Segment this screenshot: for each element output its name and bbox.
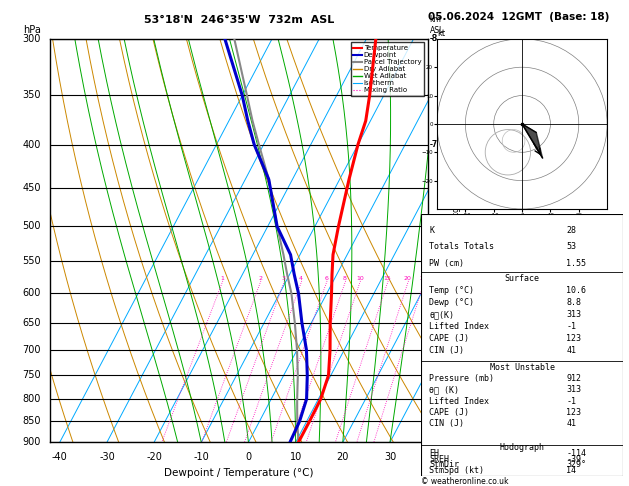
FancyBboxPatch shape [421,214,623,476]
Text: -7: -7 [430,140,438,149]
Text: -2: -2 [430,395,437,403]
Text: 6: 6 [325,276,328,281]
Polygon shape [522,124,542,158]
Text: CIN (J): CIN (J) [430,346,464,355]
Text: Totals Totals: Totals Totals [430,243,494,251]
Text: 900: 900 [23,437,41,447]
Text: 10: 10 [356,276,364,281]
Text: 05.06.2024  12GMT  (Base: 18): 05.06.2024 12GMT (Base: 18) [428,12,609,22]
Text: -1: -1 [566,397,576,406]
Text: Mixing Ratio (g/kg): Mixing Ratio (g/kg) [452,204,460,277]
Text: 3: 3 [282,276,286,281]
Text: CAPE (J): CAPE (J) [430,334,469,343]
Text: 313: 313 [566,310,581,319]
Text: Pressure (mb): Pressure (mb) [430,374,494,383]
Text: 20: 20 [404,276,412,281]
Text: -40: -40 [52,452,68,462]
Text: Hodograph: Hodograph [499,443,545,452]
Text: 123: 123 [566,334,581,343]
Text: 313: 313 [566,385,581,395]
Text: -4+: -4+ [430,289,443,298]
Text: 400: 400 [23,139,41,150]
Text: 350: 350 [23,90,41,101]
Text: 0: 0 [245,452,252,462]
Text: Lifted Index: Lifted Index [430,322,489,331]
Text: -3: -3 [430,346,438,354]
Text: 600: 600 [23,288,41,298]
Text: 750: 750 [22,370,41,381]
Text: 700: 700 [23,345,41,355]
Text: -6: -6 [430,222,438,231]
Text: 14: 14 [566,466,576,475]
Text: θᴀ(K): θᴀ(K) [430,310,455,319]
Text: 28: 28 [566,226,576,235]
Text: 8: 8 [343,276,347,281]
Text: Surface: Surface [504,274,540,283]
Text: 1.55: 1.55 [566,259,586,268]
Text: 25: 25 [420,276,428,281]
Text: 912: 912 [566,374,581,383]
Text: 10: 10 [289,452,302,462]
Text: Most Unstable: Most Unstable [489,363,555,372]
Text: © weatheronline.co.uk: © weatheronline.co.uk [421,477,509,486]
Text: -1LCL: -1LCL [430,438,453,447]
Text: 53°18'N  246°35'W  732m  ASL: 53°18'N 246°35'W 732m ASL [144,15,334,25]
Text: 10.6: 10.6 [566,286,586,295]
Text: 4: 4 [299,276,303,281]
Text: -2: -2 [430,395,438,403]
Text: Dewpoint / Temperature (°C): Dewpoint / Temperature (°C) [164,469,314,479]
Text: StmSpd (kt): StmSpd (kt) [430,466,484,475]
Text: 450: 450 [23,183,41,193]
Text: 2: 2 [258,276,262,281]
Text: EH: EH [430,449,440,458]
Text: hPa: hPa [23,25,41,35]
Text: Dewp (°C): Dewp (°C) [430,298,474,307]
Text: CAPE (J): CAPE (J) [430,408,469,417]
Text: Temp (°C): Temp (°C) [430,286,474,295]
Text: 41: 41 [566,346,576,355]
Text: -39: -39 [566,454,581,464]
Text: km
ASL: km ASL [430,16,444,35]
Text: 550: 550 [22,257,41,266]
Text: 650: 650 [23,318,41,328]
Text: 15: 15 [384,276,391,281]
Text: 329°: 329° [566,460,586,469]
Text: 500: 500 [23,222,41,231]
Text: CIN (J): CIN (J) [430,419,464,428]
Text: 1: 1 [220,276,224,281]
Text: -6: -6 [430,222,437,231]
Text: 30: 30 [384,452,396,462]
Text: 850: 850 [23,417,41,426]
Text: 8.8: 8.8 [566,298,581,307]
Text: -30: -30 [99,452,115,462]
Text: 123: 123 [566,408,581,417]
Text: PW (cm): PW (cm) [430,259,464,268]
Text: 20: 20 [337,452,349,462]
Text: 800: 800 [23,394,41,404]
Text: Lifted Index: Lifted Index [430,397,489,406]
Text: -114: -114 [566,449,586,458]
Text: 53: 53 [566,243,576,251]
Text: -20: -20 [146,452,162,462]
Text: -8: -8 [430,35,437,43]
Text: SREH: SREH [430,454,450,464]
Text: kt: kt [437,29,445,38]
Text: 41: 41 [566,419,576,428]
Text: StmDir: StmDir [430,460,459,469]
Text: -1LCL: -1LCL [430,438,451,447]
Text: -3: -3 [430,346,437,354]
Text: 300: 300 [23,34,41,44]
Text: -10: -10 [193,452,209,462]
Text: -8: -8 [430,35,438,43]
Text: -1: -1 [566,322,576,331]
Text: K: K [430,226,435,235]
Legend: Temperature, Dewpoint, Parcel Trajectory, Dry Adiabat, Wet Adiabat, Isotherm, Mi: Temperature, Dewpoint, Parcel Trajectory… [350,42,424,96]
Text: -7: -7 [430,140,437,149]
Text: θᴇ (K): θᴇ (K) [430,385,459,395]
